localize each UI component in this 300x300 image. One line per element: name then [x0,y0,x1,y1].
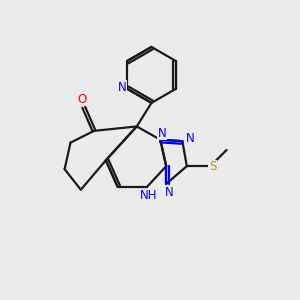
Text: S: S [209,160,216,173]
Text: N: N [165,186,173,199]
Text: N: N [118,81,126,94]
Text: NH: NH [140,189,157,202]
Text: O: O [78,93,87,106]
Text: N: N [186,132,195,145]
Text: N: N [158,127,166,140]
